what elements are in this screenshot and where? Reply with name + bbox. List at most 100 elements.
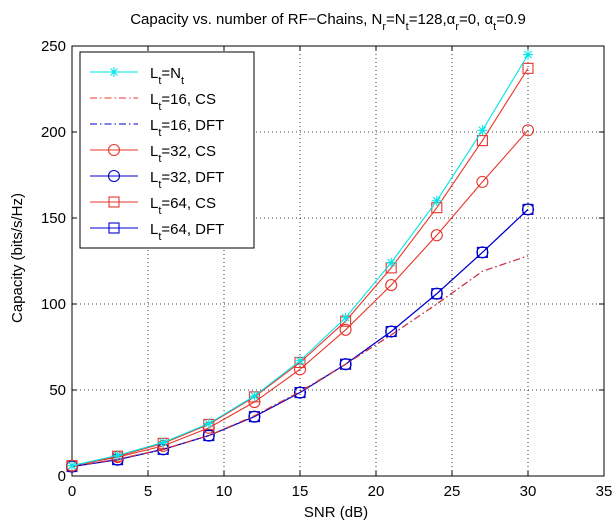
title-text: r bbox=[455, 21, 459, 33]
title-text: α bbox=[447, 11, 456, 28]
series-line bbox=[71, 255, 529, 468]
x-tick-label: 0 bbox=[68, 483, 76, 500]
legend-text: t bbox=[158, 75, 161, 87]
legend-text: t bbox=[158, 231, 161, 243]
x-tick-label: 25 bbox=[444, 483, 461, 500]
data-point-star bbox=[340, 312, 351, 323]
data-point-circle bbox=[521, 124, 535, 137]
y-tick-label: 150 bbox=[41, 210, 66, 227]
legend-label: Lt=64, DFT bbox=[150, 221, 224, 243]
legend-text: t bbox=[181, 75, 184, 87]
data-point-star bbox=[386, 257, 397, 268]
legend-text: L bbox=[150, 169, 158, 186]
legend-text: t bbox=[158, 127, 161, 139]
legend-marker-square bbox=[108, 196, 120, 208]
title-text: =128, bbox=[409, 11, 447, 28]
legend-entry: Lt=64, DFT bbox=[90, 221, 224, 243]
legend-text: =16, CS bbox=[161, 91, 216, 108]
data-point-star bbox=[431, 195, 442, 206]
legend-text: L bbox=[150, 195, 158, 212]
axes: 0 5 10 15 20 25 30 35 0 50 100 150 200 250 bbox=[41, 38, 612, 500]
data-point-circle bbox=[339, 358, 352, 371]
series-0 bbox=[67, 49, 533, 471]
title-text: =0.9 bbox=[496, 11, 526, 28]
title-text: =0, bbox=[459, 11, 484, 28]
legend-text: t bbox=[158, 101, 161, 113]
series-layer bbox=[65, 49, 535, 473]
legend-text: =64, CS bbox=[161, 195, 216, 212]
legend-text: L bbox=[150, 91, 158, 108]
data-point-circle bbox=[430, 287, 443, 300]
legend-entry: Lt=16, CS bbox=[90, 91, 216, 113]
y-tick-label: 50 bbox=[49, 382, 66, 399]
legend-label: Lt=32, DFT bbox=[150, 169, 224, 191]
data-point-star bbox=[477, 125, 488, 136]
legend-text: t bbox=[158, 179, 161, 191]
legend-label: Lt=32, CS bbox=[150, 143, 216, 165]
title-text: =N bbox=[386, 11, 406, 28]
legend-entry: Lt=Nt bbox=[90, 65, 184, 87]
legend-marker-star bbox=[109, 67, 119, 77]
data-point-circle bbox=[202, 429, 215, 442]
y-axis-label: Capacity (bits/s/Hz) bbox=[9, 193, 26, 323]
legend-entry: Lt=32, CS bbox=[90, 143, 216, 165]
y-tick-label: 250 bbox=[41, 38, 66, 55]
x-tick-label: 5 bbox=[144, 483, 152, 500]
data-point-circle bbox=[339, 323, 352, 336]
data-point-square bbox=[522, 62, 534, 74]
legend-text: =64, DFT bbox=[161, 221, 224, 238]
legend-marker-circle bbox=[107, 169, 121, 183]
legend-text: t bbox=[158, 153, 161, 165]
series-line bbox=[71, 129, 529, 467]
legend-text: =32, DFT bbox=[161, 169, 224, 186]
data-point-star bbox=[203, 418, 214, 429]
y-tick-label: 100 bbox=[41, 296, 66, 313]
legend-entry: Lt=32, DFT bbox=[90, 169, 224, 191]
data-point-circle bbox=[521, 203, 535, 216]
series-1 bbox=[71, 255, 529, 468]
data-point-circle bbox=[430, 229, 443, 242]
legend-text: L bbox=[150, 221, 158, 238]
legend-label: Lt=Nt bbox=[150, 65, 184, 87]
data-point-circle bbox=[385, 325, 398, 338]
x-tick-label: 30 bbox=[520, 483, 537, 500]
legend-text: =32, CS bbox=[161, 143, 216, 160]
title-text: α bbox=[484, 11, 493, 28]
x-tick-label: 20 bbox=[368, 483, 385, 500]
x-tick-label: 10 bbox=[216, 483, 233, 500]
data-point-square bbox=[476, 135, 488, 147]
legend-text: L bbox=[150, 143, 158, 160]
data-point-circle bbox=[385, 279, 398, 292]
data-point-circle bbox=[476, 175, 489, 188]
legend-text: =16, DFT bbox=[161, 117, 224, 134]
data-point-star bbox=[295, 355, 305, 366]
legend-text: L bbox=[150, 117, 158, 134]
title-text: t bbox=[493, 21, 496, 33]
legend-label: Lt=16, CS bbox=[150, 91, 216, 113]
data-point-star bbox=[112, 450, 123, 461]
y-tick-label: 0 bbox=[58, 468, 66, 485]
data-point-star bbox=[249, 391, 260, 402]
data-point-circle bbox=[248, 410, 261, 423]
legend-marker-circle bbox=[107, 143, 121, 157]
data-point-star bbox=[158, 437, 169, 448]
data-point-star bbox=[67, 460, 77, 471]
title-text: Capacity vs. number of RF−Chains, N bbox=[130, 11, 382, 28]
x-axis-label: SNR (dB) bbox=[304, 504, 368, 521]
legend-label: Lt=64, CS bbox=[150, 195, 216, 217]
title-text: t bbox=[406, 21, 409, 33]
legend-entry: Lt=16, DFT bbox=[90, 117, 224, 139]
legend-text: =N bbox=[161, 65, 181, 82]
chart-title: Capacity vs. number of RF−Chains, Nr=Nt=… bbox=[130, 11, 526, 33]
x-tick-label: 15 bbox=[292, 483, 309, 500]
data-point-circle bbox=[293, 386, 307, 399]
title-text: r bbox=[382, 21, 386, 33]
x-tick-label: 35 bbox=[596, 483, 613, 500]
legend-label: Lt=16, DFT bbox=[150, 117, 224, 139]
legend-text: L bbox=[150, 65, 158, 82]
legend-text: t bbox=[158, 205, 161, 217]
legend-entry: Lt=64, CS bbox=[90, 195, 216, 217]
legend-marker-square bbox=[108, 222, 120, 234]
